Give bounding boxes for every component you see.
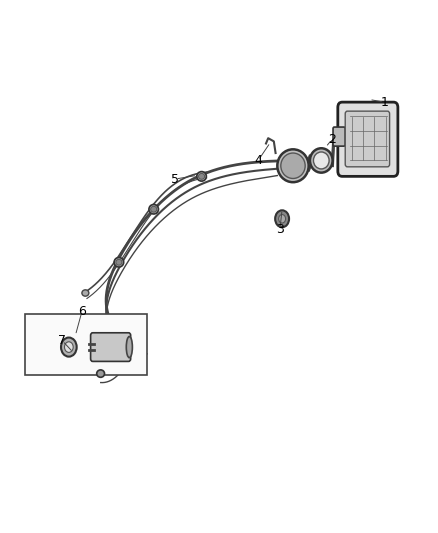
Ellipse shape	[198, 173, 205, 179]
Ellipse shape	[126, 336, 132, 358]
Circle shape	[275, 211, 289, 227]
Circle shape	[61, 337, 77, 357]
Ellipse shape	[116, 260, 122, 265]
Text: 1: 1	[381, 95, 389, 109]
Circle shape	[279, 215, 286, 223]
Ellipse shape	[277, 149, 309, 182]
Ellipse shape	[314, 152, 329, 169]
Ellipse shape	[151, 206, 157, 212]
Ellipse shape	[197, 172, 206, 181]
Text: 3: 3	[276, 223, 284, 236]
Circle shape	[64, 342, 73, 352]
Text: 4: 4	[254, 154, 262, 167]
Ellipse shape	[97, 370, 105, 377]
Text: 7: 7	[58, 334, 66, 347]
Ellipse shape	[114, 257, 124, 267]
FancyBboxPatch shape	[338, 102, 398, 176]
FancyBboxPatch shape	[333, 127, 345, 146]
FancyBboxPatch shape	[345, 111, 390, 167]
Ellipse shape	[310, 148, 332, 173]
Ellipse shape	[149, 205, 159, 214]
FancyBboxPatch shape	[91, 333, 131, 361]
Text: 5: 5	[172, 173, 180, 185]
Ellipse shape	[281, 153, 305, 179]
Text: 2: 2	[328, 133, 336, 146]
Ellipse shape	[82, 290, 89, 296]
Bar	[25, 314, 147, 375]
Text: 6: 6	[78, 305, 86, 318]
